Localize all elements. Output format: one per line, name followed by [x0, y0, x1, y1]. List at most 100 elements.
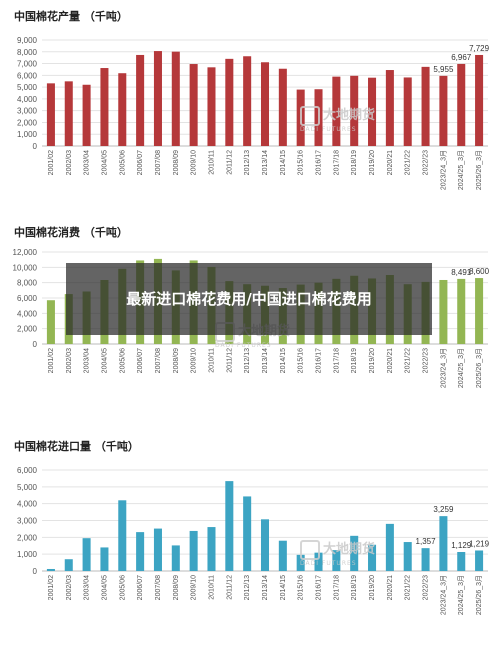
bar [475, 54, 484, 146]
x-tick-label: 2011/12 [226, 150, 233, 175]
y-tick-label: 12,000 [13, 248, 38, 257]
x-tick-label: 2007/08 [155, 575, 162, 600]
watermark-logo: 大地期货 DADI FUTURES [300, 538, 375, 567]
data-label: 8,600 [469, 267, 490, 276]
consumption-chart-title: 中国棉花消费 （千吨） [14, 226, 128, 239]
x-tick-label: 2013/14 [262, 348, 269, 373]
x-tick-label: 2010/11 [208, 150, 215, 175]
bar [439, 279, 448, 344]
y-tick-label: 2,000 [17, 325, 38, 334]
bar [368, 77, 377, 146]
bar [225, 58, 234, 146]
x-tick-label: 2021/22 [405, 348, 412, 373]
x-tick-label: 2020/21 [387, 150, 394, 175]
x-tick-label: 2008/09 [173, 348, 180, 373]
bar [243, 56, 252, 146]
x-tick-label: 2009/10 [191, 575, 198, 600]
x-tick-label: 2015/16 [298, 150, 305, 175]
x-tick-label: 2018/19 [351, 150, 358, 175]
x-tick-label: 2023/24_3月 [439, 150, 447, 190]
bar [457, 278, 466, 344]
bar [260, 62, 270, 147]
production-chart-title: 中国棉花产量 （千吨） [14, 10, 128, 23]
bar [64, 559, 73, 571]
x-tick-label: 2005/06 [119, 575, 126, 600]
bar [385, 523, 394, 571]
import-chart-title: 中国棉花进口量 （千吨） [14, 440, 139, 453]
x-tick-label: 2008/09 [173, 150, 180, 175]
data-label: 6,967 [451, 53, 472, 62]
x-tick-label: 2021/22 [405, 575, 412, 600]
x-tick-label: 2009/10 [191, 150, 198, 175]
x-tick-label: 2004/05 [101, 348, 108, 373]
bar [296, 554, 305, 571]
x-tick-label: 2016/17 [316, 150, 323, 175]
data-label: 1,219 [469, 539, 490, 548]
x-tick-label: 2003/04 [84, 348, 91, 373]
bar [350, 75, 359, 146]
y-tick-label: 2,000 [17, 118, 38, 127]
bar [403, 542, 412, 571]
y-tick-label: 5,000 [17, 483, 38, 492]
y-tick-label: 9,000 [17, 36, 38, 45]
y-tick-label: 6,000 [17, 71, 38, 80]
x-tick-label: 2012/13 [244, 348, 251, 373]
y-tick-label: 5,000 [17, 83, 38, 92]
y-tick-label: 6,000 [17, 466, 38, 475]
bar [64, 81, 73, 146]
bar [153, 528, 162, 571]
bar [421, 548, 430, 571]
bar [421, 66, 430, 146]
x-tick-label: 2010/11 [208, 575, 215, 600]
x-tick-label: 2011/12 [226, 348, 233, 373]
bar [475, 550, 484, 571]
x-tick-label: 2004/05 [101, 575, 108, 600]
x-tick-label: 2024/25_3月 [457, 150, 465, 190]
y-tick-label: 7,000 [17, 60, 38, 69]
x-tick-label: 2007/08 [155, 348, 162, 373]
x-tick-label: 2020/21 [387, 575, 394, 600]
x-tick-label: 2005/06 [119, 150, 126, 175]
x-tick-label: 2023/24_3月 [439, 575, 447, 615]
bar [243, 496, 252, 571]
data-label: 3,259 [433, 505, 454, 514]
bar [118, 73, 127, 146]
x-tick-label: 2022/23 [423, 348, 430, 373]
bar [457, 63, 466, 146]
bar [439, 75, 448, 146]
x-tick-label: 2014/15 [280, 575, 287, 600]
y-tick-label: 3,000 [17, 107, 38, 116]
x-tick-label: 2006/07 [137, 348, 144, 373]
x-tick-label: 2012/13 [244, 150, 251, 175]
x-tick-label: 2002/03 [66, 150, 73, 175]
data-label: 1,129 [451, 541, 472, 550]
bar [153, 51, 162, 146]
bar [278, 540, 287, 571]
bar [82, 84, 91, 146]
bar [136, 54, 145, 146]
y-tick-label: 8,000 [17, 279, 38, 288]
y-tick-label: 2,000 [17, 533, 38, 542]
x-tick-label: 2024/25_3月 [457, 348, 465, 388]
bar [171, 51, 180, 146]
y-tick-label: 6,000 [17, 294, 38, 303]
bar [403, 77, 412, 146]
x-tick-label: 2005/06 [119, 348, 126, 373]
bar [475, 278, 484, 344]
bar [171, 545, 180, 571]
import-chart: 0 1,000 2,000 3,000 4,000 5,000 6,000 2001/02 20… [17, 466, 490, 615]
x-tick-label: 2015/16 [298, 575, 305, 600]
bar [207, 527, 216, 571]
y-tick-label: 0 [33, 142, 38, 151]
y-tick-label: 0 [33, 567, 38, 576]
x-tick-label: 2007/08 [155, 150, 162, 175]
watermark-icon [300, 105, 320, 126]
bar [207, 67, 216, 146]
bar [136, 532, 145, 571]
x-tick-label: 2002/03 [66, 575, 73, 600]
import-panel: 中国棉花进口量 （千吨） 0 1,000 2,000 3,000 4,000 5,000 6… [0, 438, 500, 642]
x-tick-label: 2013/14 [262, 150, 269, 175]
y-tick-label: 1,000 [17, 550, 38, 559]
x-tick-label: 2022/23 [423, 150, 430, 175]
bar [82, 538, 91, 571]
